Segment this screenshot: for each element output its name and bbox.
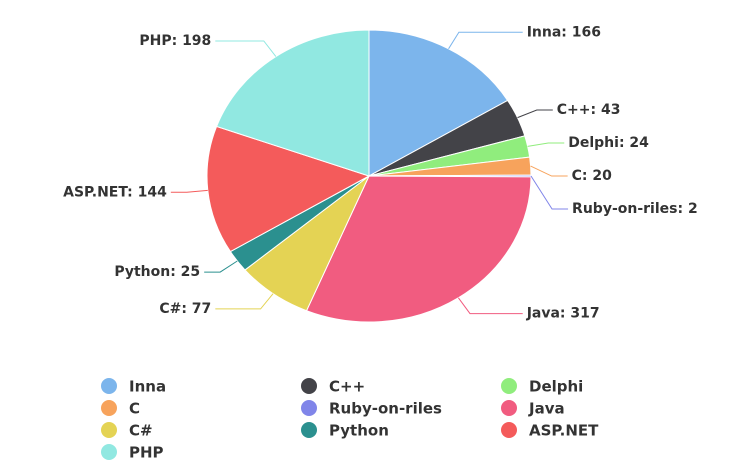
legend-marker [501,378,517,394]
data-label: Java: 317 [526,306,600,322]
data-label: Inna: 166 [527,24,601,40]
connector [215,40,277,57]
legend-label: C++ [329,378,365,396]
legend-marker [301,378,317,394]
legend-label: PHP [129,444,164,461]
connector [530,175,569,210]
data-label: ASP.NET: 144 [63,184,167,200]
data-label: C++: 43 [557,102,621,118]
legend-marker [501,400,517,416]
legend-marker [101,378,117,394]
legend-label: Ruby-on-riles [329,400,442,418]
data-label: Python: 25 [114,264,200,280]
data-label: C: 20 [572,168,612,184]
legend-marker [301,422,317,438]
legend-marker [501,422,517,438]
legend-label: C# [129,422,153,440]
legend-label: C [129,400,140,418]
connector [170,189,208,193]
connector [448,31,523,50]
data-label: PHP: 198 [139,33,211,49]
legend-marker [101,400,117,416]
connector [204,260,238,273]
legend-label: Python [329,422,389,440]
data-label: Delphi: 24 [568,135,649,151]
data-label: C#: 77 [159,301,211,317]
legend-label: Java [528,400,565,418]
legend-label: Delphi [529,378,583,396]
pie-slice [215,29,370,177]
legend-marker [101,422,117,438]
legend-label: ASP.NET [529,422,599,440]
connector [215,293,274,310]
legend-marker [301,400,317,416]
connector [527,142,565,147]
connector [530,165,568,177]
connector [517,109,553,119]
data-label: Ruby-on-riles: 2 [572,201,698,217]
legend-label: Inna [129,378,166,396]
connector [457,297,523,315]
legend-marker [101,444,117,460]
